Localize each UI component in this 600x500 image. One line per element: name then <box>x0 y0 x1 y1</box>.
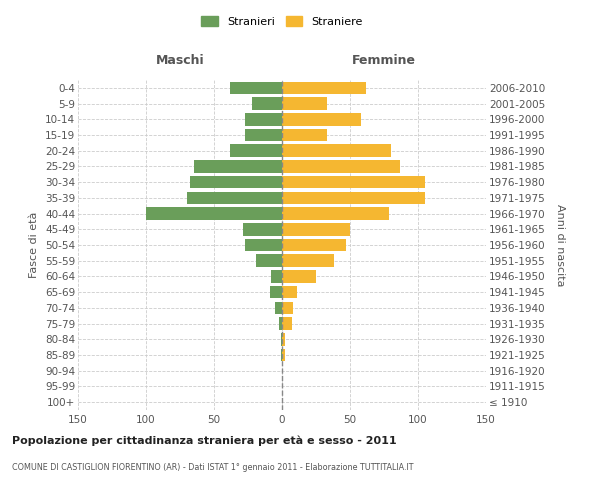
Bar <box>282 333 285 345</box>
Bar <box>282 98 327 110</box>
Bar <box>282 176 425 188</box>
Bar <box>245 128 282 141</box>
Bar <box>282 318 292 330</box>
Bar <box>271 270 282 282</box>
Text: COMUNE DI CASTIGLION FIORENTINO (AR) - Dati ISTAT 1° gennaio 2011 - Elaborazione: COMUNE DI CASTIGLION FIORENTINO (AR) - D… <box>12 462 413 471</box>
Bar <box>281 333 282 345</box>
Bar <box>230 144 282 157</box>
Bar <box>282 286 297 298</box>
Bar <box>252 98 282 110</box>
Bar <box>146 208 282 220</box>
Bar <box>275 302 282 314</box>
Bar <box>187 192 282 204</box>
Bar <box>230 82 282 94</box>
Bar <box>282 192 425 204</box>
Text: Popolazione per cittadinanza straniera per età e sesso - 2011: Popolazione per cittadinanza straniera p… <box>12 435 397 446</box>
Bar <box>270 286 282 298</box>
Bar <box>282 160 400 172</box>
Bar <box>245 238 282 252</box>
Bar <box>282 113 361 126</box>
Legend: Stranieri, Straniere: Stranieri, Straniere <box>198 13 366 30</box>
Bar <box>282 254 334 267</box>
Bar <box>282 238 346 252</box>
Bar <box>190 176 282 188</box>
Bar <box>282 82 367 94</box>
Bar <box>194 160 282 172</box>
Bar <box>281 348 282 362</box>
Bar <box>282 348 285 362</box>
Text: Maschi: Maschi <box>155 54 205 67</box>
Bar <box>282 128 327 141</box>
Y-axis label: Anni di nascita: Anni di nascita <box>555 204 565 286</box>
Bar <box>282 208 389 220</box>
Bar <box>282 270 316 282</box>
Text: Femmine: Femmine <box>352 54 416 67</box>
Bar <box>282 302 293 314</box>
Bar <box>282 223 350 235</box>
Bar <box>245 113 282 126</box>
Bar <box>242 223 282 235</box>
Bar <box>279 318 282 330</box>
Y-axis label: Fasce di età: Fasce di età <box>29 212 40 278</box>
Bar <box>282 144 391 157</box>
Bar <box>256 254 282 267</box>
